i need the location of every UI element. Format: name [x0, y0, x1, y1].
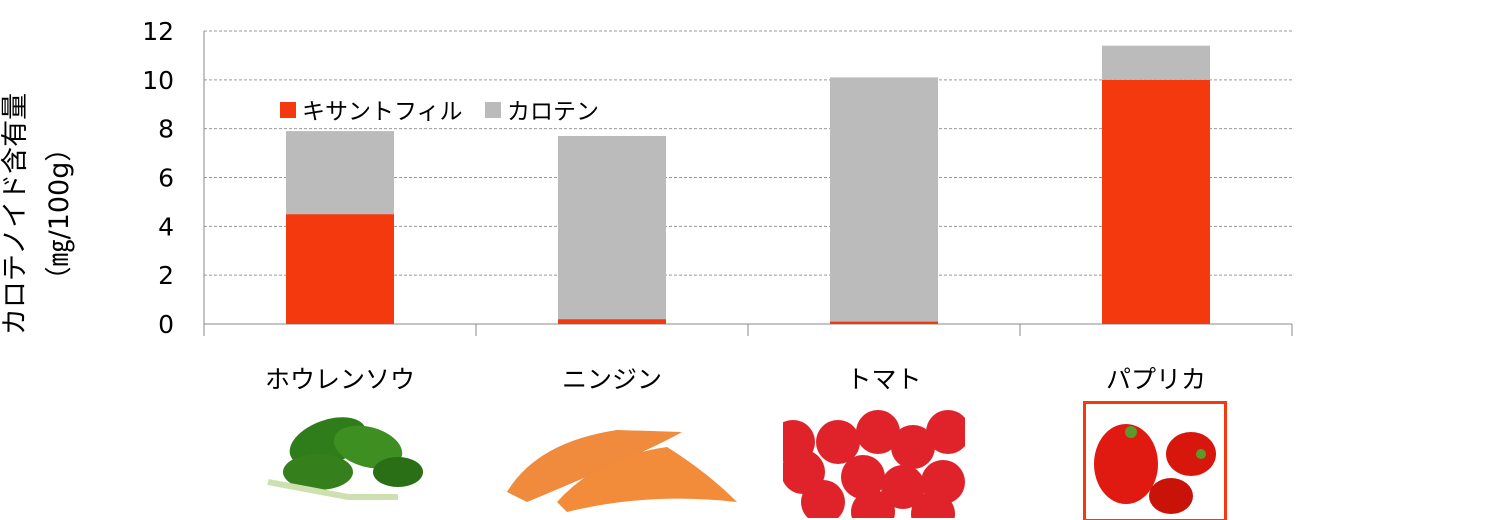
y-tick-label: 10	[142, 66, 174, 95]
bar-xanthophyll	[286, 214, 394, 324]
y-tick-label: 8	[158, 115, 174, 144]
carrot-image	[497, 402, 742, 518]
tomato-image	[771, 402, 970, 520]
bar-carotene	[1102, 45, 1210, 80]
bar-xanthophyll	[1102, 79, 1210, 324]
bar-xanthophyll	[558, 319, 666, 324]
legend-label: カロテン	[507, 99, 599, 125]
y-tick-label: 4	[158, 212, 174, 241]
bar-carotene	[558, 135, 666, 320]
y-tick-label: 2	[158, 261, 174, 290]
x-category-label: ホウレンソウ	[264, 365, 415, 394]
bar-xanthophyll	[830, 321, 938, 324]
legend-swatch	[280, 102, 296, 118]
x-category-label: ニンジン	[561, 365, 662, 394]
x-category-label: パプリカ	[1105, 365, 1206, 394]
bar-carotene	[286, 131, 394, 215]
tomato-shape	[801, 480, 845, 520]
tomato-shape	[911, 492, 955, 520]
legend-swatch	[485, 102, 501, 118]
paprika-image-selected[interactable]	[1083, 401, 1227, 520]
y-tick-label: 12	[142, 17, 174, 46]
tomato-shape	[891, 425, 935, 469]
tomato-shape	[841, 455, 885, 499]
tomato-shape	[851, 490, 895, 520]
x-category-label: トマト	[846, 365, 922, 394]
tomato-shape	[926, 410, 970, 454]
tomato-shape	[816, 420, 860, 464]
y-tick-label: 6	[158, 164, 174, 193]
spinach-image	[258, 402, 428, 518]
legend-label: キサントフィル	[302, 99, 463, 125]
y-tick-label: 0	[158, 310, 174, 339]
tomato-shape	[856, 410, 900, 454]
bar-carotene	[830, 77, 938, 322]
tomato-shape	[881, 465, 925, 509]
